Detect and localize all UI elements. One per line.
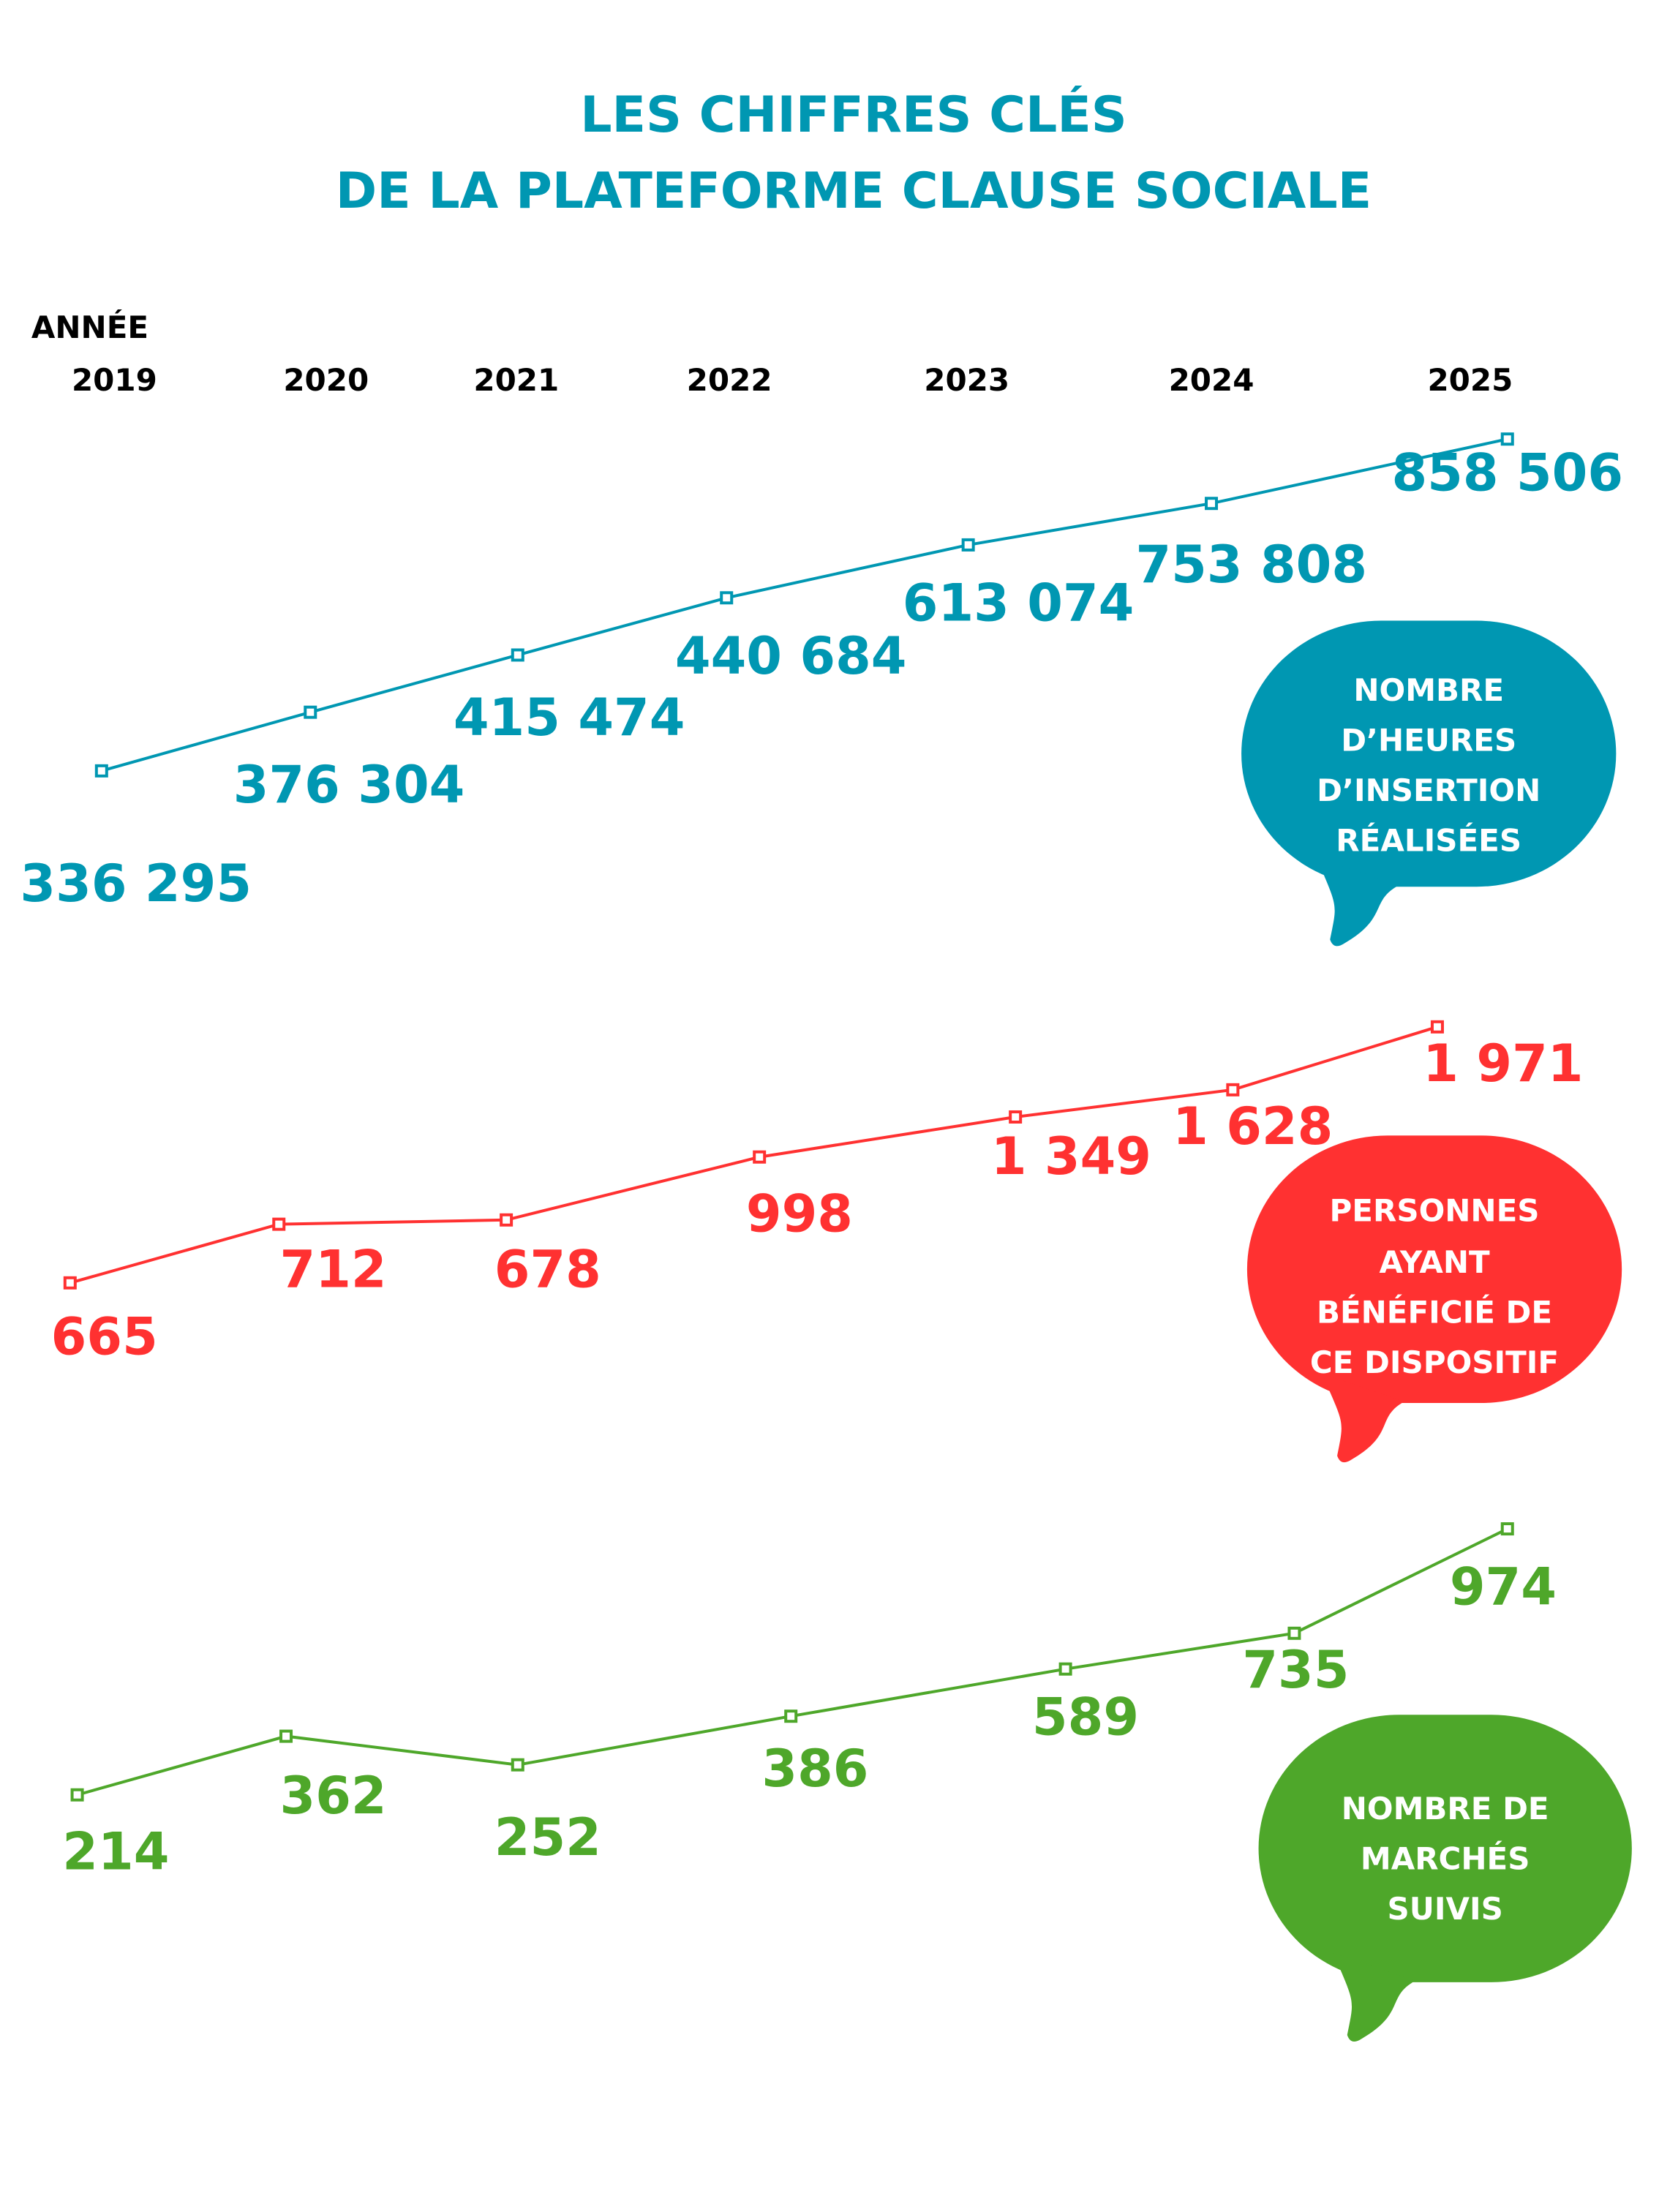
legend-label: PERSONNES bbox=[1330, 1193, 1540, 1229]
series-2: 214 362 252 386 589 735 974 NOMBRE DE MARCHÉS SUI… bbox=[62, 1522, 1632, 2042]
data-point bbox=[961, 538, 975, 552]
data-label: 376 304 bbox=[233, 755, 465, 815]
title-line-2: DE LA PLATEFORME CLAUSE SOCIALE bbox=[336, 162, 1372, 220]
bubble-tail bbox=[1322, 1374, 1405, 1463]
speech-bubble-legend: NOMBRE D’HEURES D’INSERTION RÉALISÉES bbox=[1241, 620, 1617, 947]
data-label: 214 bbox=[62, 1821, 169, 1881]
speech-bubble-legend: NOMBRE DE MARCHÉS SUIVIS bbox=[1258, 1715, 1632, 2042]
data-point bbox=[511, 648, 524, 662]
data-label: 440 684 bbox=[675, 626, 907, 686]
legend-label: CE DISPOSITIF bbox=[1310, 1344, 1559, 1380]
data-point bbox=[1500, 432, 1514, 446]
x-tick-label: 2022 bbox=[687, 362, 772, 398]
data-label: 712 bbox=[279, 1240, 386, 1300]
data-label: 858 506 bbox=[1391, 443, 1623, 503]
legend-label: NOMBRE DE bbox=[1342, 1791, 1549, 1827]
data-label: 415 474 bbox=[454, 688, 685, 748]
data-point bbox=[70, 1788, 84, 1802]
x-axis-label: ANNÉE bbox=[31, 309, 148, 345]
data-label: 252 bbox=[494, 1807, 601, 1867]
data-point bbox=[94, 764, 108, 778]
data-label: 753 808 bbox=[1135, 535, 1367, 595]
bubble-body bbox=[1241, 620, 1617, 887]
data-point bbox=[1058, 1662, 1072, 1676]
title-line-1: LES CHIFFRES CLÉS bbox=[580, 86, 1127, 144]
data-point bbox=[753, 1150, 767, 1164]
data-point bbox=[1226, 1083, 1240, 1096]
data-label: 1 349 bbox=[991, 1126, 1151, 1186]
data-label: 336 295 bbox=[20, 854, 252, 914]
x-tick-label: 2021 bbox=[473, 362, 559, 398]
legend-label: SUIVIS bbox=[1388, 1891, 1503, 1927]
bubble-tail bbox=[1316, 857, 1399, 947]
data-point bbox=[279, 1729, 293, 1743]
data-label: 974 bbox=[1450, 1557, 1557, 1617]
legend-label: MARCHÉS bbox=[1361, 1840, 1530, 1876]
data-point bbox=[511, 1758, 524, 1772]
data-label: 362 bbox=[279, 1766, 386, 1826]
data-point bbox=[304, 705, 317, 719]
data-point bbox=[1500, 1522, 1514, 1536]
x-tick-label: 2020 bbox=[283, 362, 369, 398]
data-label: 1 971 bbox=[1423, 1034, 1583, 1094]
data-point bbox=[1205, 497, 1219, 511]
x-tick-label: 2024 bbox=[1169, 362, 1254, 398]
legend-label: AYANT bbox=[1379, 1244, 1490, 1280]
legend-label: NOMBRE bbox=[1353, 672, 1504, 708]
data-label: 589 bbox=[1032, 1688, 1139, 1748]
x-tick-label: 2025 bbox=[1427, 362, 1513, 398]
data-label: 1 628 bbox=[1173, 1096, 1333, 1156]
legend-label: RÉALISÉES bbox=[1336, 821, 1521, 858]
legend-label: BÉNÉFICIÉ DE bbox=[1317, 1294, 1552, 1331]
x-tick-label: 2019 bbox=[72, 362, 157, 398]
series-1: 665 712 678 998 1 349 1 628 1 971 PERSONNES AYAN… bbox=[51, 1020, 1622, 1463]
data-label: 613 074 bbox=[903, 573, 1135, 633]
x-tick-label: 2023 bbox=[924, 362, 1009, 398]
data-label: 735 bbox=[1242, 1640, 1349, 1700]
data-label: 998 bbox=[746, 1184, 853, 1244]
data-point bbox=[272, 1217, 286, 1231]
data-point bbox=[63, 1276, 77, 1290]
speech-bubble-legend: PERSONNES AYANT BÉNÉFICIÉ DE CE DISPOSITIF bbox=[1246, 1135, 1622, 1463]
bubble-tail bbox=[1333, 1952, 1415, 2042]
legend-label: D’INSERTION bbox=[1317, 772, 1540, 808]
data-point bbox=[1430, 1020, 1444, 1034]
data-point bbox=[500, 1213, 514, 1227]
legend-label: D’HEURES bbox=[1341, 722, 1516, 758]
data-point bbox=[1287, 1626, 1301, 1640]
bubble-body bbox=[1246, 1135, 1622, 1404]
data-label: 665 bbox=[51, 1307, 158, 1367]
data-point bbox=[784, 1709, 798, 1723]
data-label: 678 bbox=[494, 1240, 601, 1300]
data-point bbox=[720, 591, 734, 605]
data-point bbox=[1009, 1110, 1023, 1124]
bubble-body bbox=[1258, 1715, 1632, 1982]
data-label: 386 bbox=[761, 1739, 868, 1799]
